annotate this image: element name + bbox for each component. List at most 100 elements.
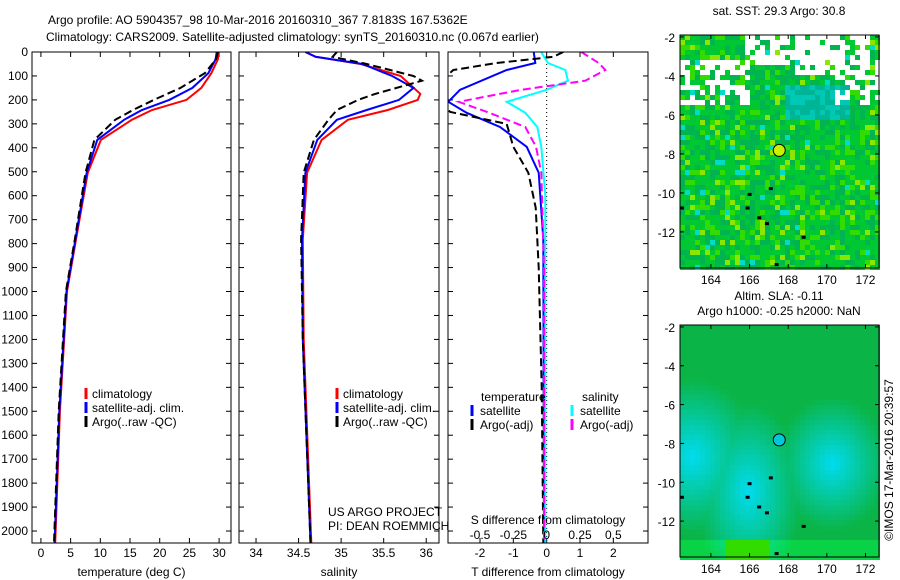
map-cell	[720, 495, 725, 500]
map-cell	[690, 250, 695, 255]
map-cell	[835, 85, 840, 90]
map-cell	[780, 385, 785, 390]
map-cell	[875, 230, 880, 235]
map-cell	[740, 485, 745, 490]
map-cell	[780, 350, 785, 355]
map-cell	[755, 125, 760, 130]
map-cell	[690, 405, 695, 410]
map-cell	[735, 155, 740, 160]
map-cell	[750, 330, 755, 335]
map-cell	[870, 500, 875, 505]
map-cell	[865, 380, 870, 385]
map-cell	[730, 120, 735, 125]
map-cell	[755, 360, 760, 365]
map-cell	[700, 465, 705, 470]
map-cell	[850, 190, 855, 195]
map-cell	[735, 140, 740, 145]
map-cell	[710, 240, 715, 245]
map-cell	[760, 355, 765, 360]
x-tick-label: 25	[183, 546, 197, 560]
map-cell	[680, 50, 685, 55]
map-cell	[750, 480, 755, 485]
map-cell	[730, 525, 735, 530]
map-cell	[855, 200, 860, 205]
map-cell	[685, 385, 690, 390]
map-cell	[735, 365, 740, 370]
map-cell	[770, 260, 775, 265]
map-cell	[805, 370, 810, 375]
map-cell	[740, 480, 745, 485]
map-cell	[690, 480, 695, 485]
map-cell	[710, 220, 715, 225]
map-cell	[770, 360, 775, 365]
map-cell	[740, 390, 745, 395]
map-cell	[725, 125, 730, 130]
x-tick-label: 10	[94, 546, 108, 560]
map-cell	[690, 220, 695, 225]
map-cell	[690, 525, 695, 530]
map-cell	[870, 505, 875, 510]
map-cell	[750, 550, 755, 555]
legend-label: satellite-adj. clim.	[343, 401, 435, 415]
map-cell	[680, 260, 685, 265]
map-cell	[785, 370, 790, 375]
map-cell	[770, 425, 775, 430]
map-cell	[810, 205, 815, 210]
map-cell	[795, 85, 800, 90]
map-cell	[705, 490, 710, 495]
map-cell	[745, 240, 750, 245]
map-cell	[780, 335, 785, 340]
map-cell	[690, 460, 695, 465]
map-cell	[785, 55, 790, 60]
map-cell	[870, 425, 875, 430]
map-cell	[700, 210, 705, 215]
map-cell	[855, 420, 860, 425]
map-cell	[715, 220, 720, 225]
map-cell	[785, 195, 790, 200]
x-tick-label: 0	[38, 546, 45, 560]
map-cell	[730, 385, 735, 390]
map-cell	[830, 340, 835, 345]
map-cell	[800, 455, 805, 460]
map-cell	[875, 215, 880, 220]
map-cell	[690, 215, 695, 220]
map-cell	[785, 470, 790, 475]
map-cell	[715, 95, 720, 100]
map-cell	[740, 220, 745, 225]
map-cell	[695, 475, 700, 480]
map-cell	[790, 140, 795, 145]
map-cell	[840, 235, 845, 240]
map-cell	[820, 390, 825, 395]
map-cell	[810, 455, 815, 460]
map-cell	[855, 195, 860, 200]
map-cell	[730, 360, 735, 365]
map-cell	[830, 470, 835, 475]
map-cell	[705, 450, 710, 455]
map-cell	[835, 260, 840, 265]
map-cell	[755, 185, 760, 190]
map-cell	[875, 325, 880, 330]
map-cell	[860, 510, 865, 515]
map-cell	[785, 70, 790, 75]
map-cell	[825, 360, 830, 365]
map-cell	[740, 245, 745, 250]
map-cell	[865, 435, 870, 440]
map-cell	[820, 410, 825, 415]
map-cell	[835, 195, 840, 200]
map-cell	[760, 65, 765, 70]
map-cell	[785, 235, 790, 240]
map-cell	[690, 65, 695, 70]
map-cell	[785, 395, 790, 400]
map-cell	[785, 415, 790, 420]
map-cell	[680, 325, 685, 330]
map-cell	[735, 240, 740, 245]
map-cell	[760, 150, 765, 155]
map-cell	[710, 120, 715, 125]
map-cell	[730, 535, 735, 540]
map-cell	[835, 370, 840, 375]
map-cell	[825, 535, 830, 540]
map-cell	[855, 470, 860, 475]
map-cell	[735, 225, 740, 230]
lon-tick-label: 170	[817, 562, 837, 576]
map-cell	[805, 195, 810, 200]
